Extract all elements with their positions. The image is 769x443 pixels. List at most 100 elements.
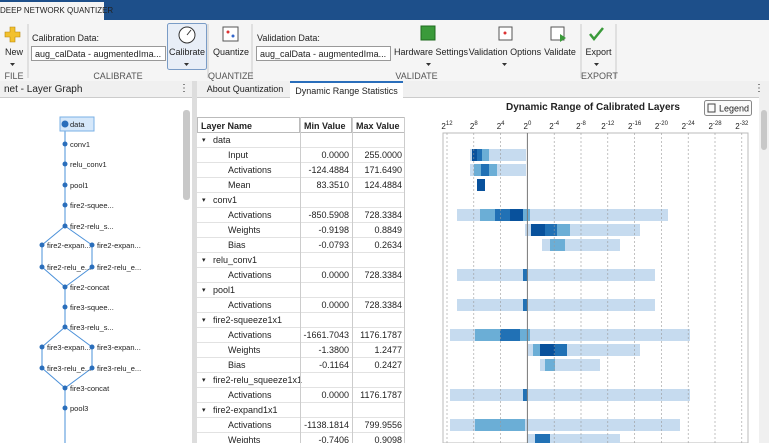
node-label[interactable]: fire3-relu_e... (97, 364, 141, 373)
layer-name: pool1 (213, 285, 236, 295)
tab[interactable]: About Quantization (206, 84, 284, 94)
graph-node[interactable] (62, 304, 68, 310)
validation-data-dropdown[interactable]: aug_calData - augmentedIma... (256, 46, 391, 61)
max-value: 799.9556 (364, 420, 402, 430)
graph-node[interactable] (39, 365, 45, 371)
x-tick-label: 2-12 (601, 121, 615, 131)
graph-node[interactable] (62, 284, 68, 290)
hardware-settings-button[interactable]: Hardware Settings (394, 47, 469, 57)
node-label[interactable]: relu_conv1 (70, 160, 107, 169)
x-tick-label: 2-28 (708, 121, 722, 131)
scrollbar-thumb[interactable] (183, 110, 190, 200)
node-label[interactable]: pool3 (70, 404, 88, 413)
app-tab[interactable]: DEEP NETWORK QUANTIZER (0, 2, 113, 20)
left-panel-header (0, 81, 192, 98)
graph-node[interactable] (89, 365, 95, 371)
calibration-data-dropdown[interactable]: aug_calData - augmentedIma... (31, 46, 166, 61)
node-label[interactable]: fire3-concat (70, 384, 110, 393)
tick-exponent: -12 (606, 121, 615, 127)
panel-menu[interactable]: ⋮ (754, 83, 764, 94)
graph-node[interactable] (62, 182, 68, 188)
row-line (197, 192, 405, 193)
legend-icon (707, 103, 716, 113)
quantize-button[interactable]: Quantize (212, 47, 250, 57)
calibrate-button[interactable]: Calibrate (168, 47, 206, 57)
min-value: -0.9198 (318, 225, 349, 235)
scrollbar-thumb[interactable] (761, 110, 767, 150)
splitter[interactable] (192, 81, 197, 443)
validate-button[interactable]: Validate (544, 47, 576, 57)
tick-base: 2 (549, 122, 554, 131)
graph-node[interactable] (89, 344, 95, 350)
section-label: EXPORT (581, 71, 618, 81)
graph-node[interactable] (62, 223, 68, 229)
node-label[interactable]: fire2-expan... (97, 241, 141, 250)
max-value: 255.0000 (364, 150, 402, 160)
row-line (197, 297, 405, 298)
node-label[interactable]: fire2-relu_s... (70, 222, 114, 231)
graph-node[interactable] (62, 202, 68, 208)
node-label[interactable]: fire3-relu_s... (70, 323, 114, 332)
node-label[interactable]: fire2-relu_e... (97, 263, 141, 272)
row-line (197, 177, 405, 178)
graph-node[interactable] (62, 141, 68, 147)
histogram-cell (550, 239, 565, 251)
node-label[interactable]: fire2-expan... (47, 241, 91, 250)
histogram-cell (474, 164, 481, 176)
column-line (352, 117, 353, 443)
graph-edge (41, 266, 66, 288)
node-label[interactable]: fire2-squee... (70, 201, 114, 210)
section-label: CALIBRATE (93, 71, 143, 81)
max-value: 124.4884 (364, 180, 402, 190)
min-value: 0.0000 (321, 390, 349, 400)
node-label[interactable]: data (70, 120, 85, 129)
graph-node[interactable] (89, 264, 95, 270)
graph-node[interactable] (39, 242, 45, 248)
graph-node[interactable] (62, 161, 68, 167)
stat-name: Activations (228, 210, 272, 220)
graph-node[interactable] (89, 242, 95, 248)
node-label[interactable]: fire3-expan... (97, 343, 141, 352)
panel-menu[interactable]: ⋮ (179, 83, 189, 94)
export-icon (589, 27, 604, 41)
graph-node[interactable] (62, 385, 68, 391)
tick-exponent: 0 (528, 121, 532, 127)
histogram-cell (472, 149, 477, 161)
row-line (197, 147, 405, 148)
export-button[interactable]: Export (585, 47, 612, 57)
legend-button-label[interactable]: Legend (719, 104, 749, 114)
x-tick-label: 20 (524, 121, 532, 131)
max-value: 728.3384 (364, 210, 402, 220)
node-label[interactable]: fire2-relu_e... (47, 263, 91, 272)
row-line (197, 162, 405, 163)
node-label[interactable]: fire3-expan... (47, 343, 91, 352)
node-label[interactable]: fire2-concat (70, 283, 110, 292)
max-value: 728.3384 (364, 270, 402, 280)
min-value: -850.5908 (308, 210, 349, 220)
x-tick-label: 2-8 (576, 121, 586, 131)
tick-base: 2 (708, 122, 713, 131)
validation-options-button[interactable]: Validation Options (468, 47, 542, 57)
node-label[interactable]: fire3-squee... (70, 303, 114, 312)
legend-button[interactable] (704, 100, 752, 116)
graph-node[interactable] (39, 264, 45, 270)
layer-name: fire2-expand1x1 (213, 405, 278, 415)
histogram-cell (450, 389, 690, 401)
graph-edge (64, 367, 93, 389)
graph-node[interactable] (61, 120, 69, 128)
graph-node[interactable] (62, 324, 68, 330)
dynamic-range-chart: Dynamic Range of Calibrated Layers Legend… (441, 100, 752, 443)
node-label[interactable]: fire3-relu_e... (47, 364, 91, 373)
tick-exponent: 12 (446, 121, 453, 127)
stat-name: Activations (228, 270, 272, 280)
graph-edge (41, 367, 66, 389)
graph-node[interactable] (39, 344, 45, 350)
new-button[interactable]: New (4, 47, 23, 57)
left-panel-title: net - Layer Graph (4, 84, 83, 95)
tab-active[interactable]: Dynamic Range Statistics (290, 81, 403, 98)
stat-name: Weights (228, 225, 261, 235)
row-line (197, 282, 405, 283)
node-label[interactable]: conv1 (70, 140, 90, 149)
graph-node[interactable] (62, 405, 68, 411)
node-label[interactable]: pool1 (70, 181, 88, 190)
